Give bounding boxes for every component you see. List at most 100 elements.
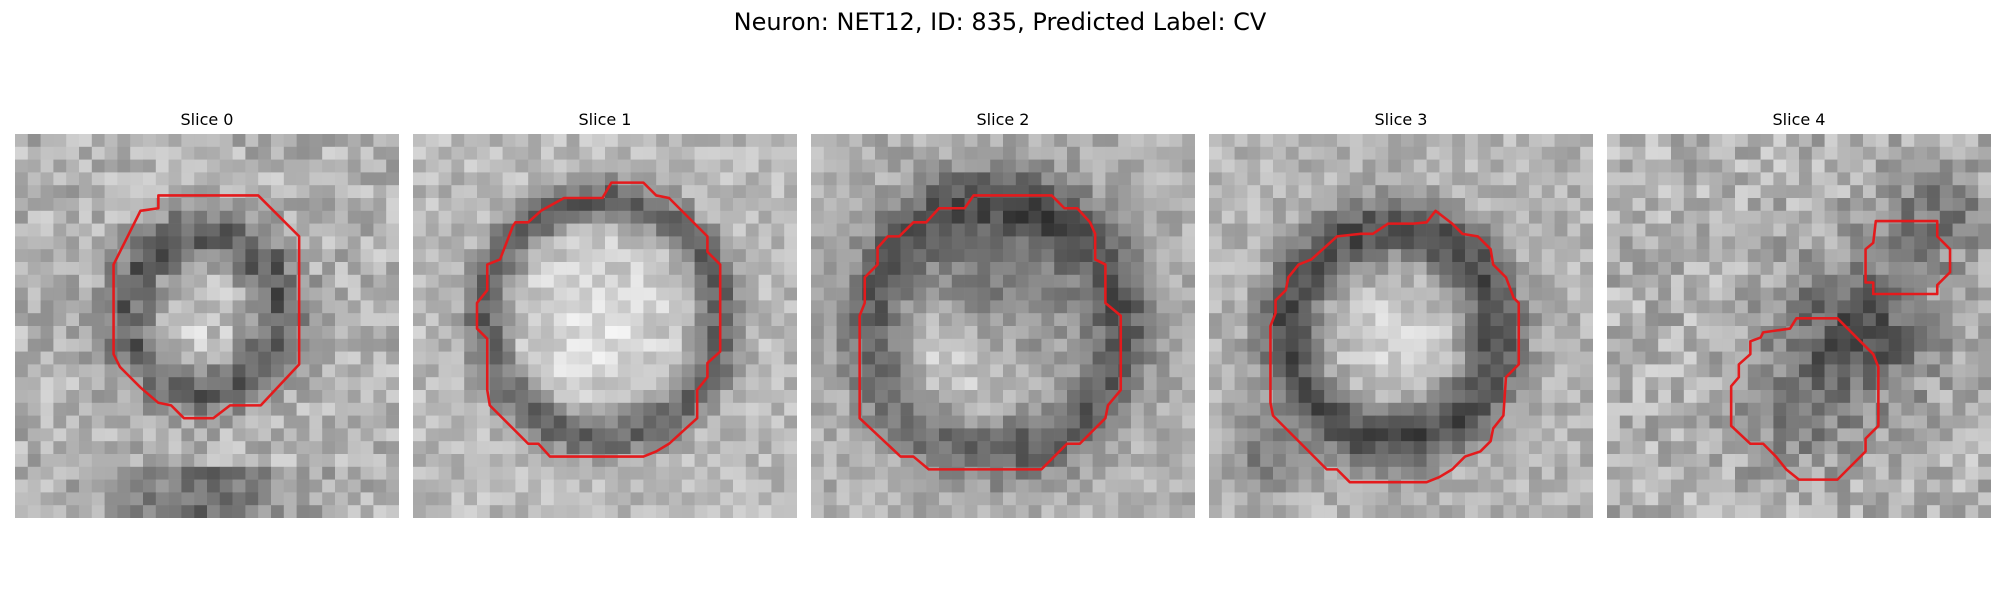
image-pixel xyxy=(1580,146,1593,160)
image-pixel xyxy=(913,249,927,263)
image-pixel xyxy=(219,249,233,263)
image-pixel xyxy=(643,134,657,148)
image-pixel xyxy=(811,236,825,250)
image-pixel xyxy=(373,466,387,480)
image-pixel xyxy=(1169,198,1183,212)
image-pixel xyxy=(733,377,747,391)
image-pixel xyxy=(347,402,361,416)
image-pixel xyxy=(1927,134,1941,148)
image-pixel xyxy=(1324,364,1338,378)
image-pixel xyxy=(1337,377,1351,391)
image-pixel xyxy=(271,210,285,224)
image-pixel xyxy=(130,300,144,314)
image-pixel xyxy=(438,134,452,148)
image-pixel xyxy=(1516,402,1530,416)
image-pixel xyxy=(1234,338,1248,352)
image-pixel xyxy=(1529,441,1543,455)
image-pixel xyxy=(1477,454,1491,468)
image-pixel xyxy=(335,351,349,365)
image-pixel xyxy=(91,326,105,340)
image-pixel xyxy=(1760,402,1774,416)
image-pixel xyxy=(309,210,323,224)
image-pixel xyxy=(1658,441,1672,455)
image-pixel xyxy=(951,377,965,391)
image-pixel xyxy=(1273,134,1287,148)
image-pixel xyxy=(784,287,797,301)
image-pixel xyxy=(515,159,529,173)
image-pixel xyxy=(875,287,889,301)
image-pixel xyxy=(1260,159,1274,173)
image-pixel xyxy=(1735,210,1749,224)
image-pixel xyxy=(1324,338,1338,352)
image-pixel xyxy=(875,492,889,506)
image-pixel xyxy=(1927,492,1941,506)
image-pixel xyxy=(515,338,529,352)
image-pixel xyxy=(1529,377,1543,391)
image-pixel xyxy=(1850,505,1864,518)
image-pixel xyxy=(1375,210,1389,224)
image-pixel xyxy=(1529,210,1543,224)
image-pixel xyxy=(347,274,361,288)
image-pixel xyxy=(360,223,374,237)
image-pixel xyxy=(40,146,54,160)
image-pixel xyxy=(155,441,169,455)
image-pixel xyxy=(694,274,708,288)
image-pixel xyxy=(1221,338,1235,352)
image-pixel xyxy=(605,134,619,148)
image-pixel xyxy=(745,146,759,160)
image-pixel xyxy=(1337,466,1351,480)
slice-image xyxy=(15,134,399,518)
image-pixel xyxy=(900,159,914,173)
image-pixel xyxy=(117,287,131,301)
image-pixel xyxy=(1914,223,1928,237)
image-pixel xyxy=(1054,492,1068,506)
image-pixel xyxy=(913,441,927,455)
image-pixel xyxy=(438,338,452,352)
image-pixel xyxy=(1760,249,1774,263)
image-pixel xyxy=(1658,249,1672,263)
image-pixel xyxy=(771,223,785,237)
image-pixel xyxy=(1888,249,1902,263)
image-pixel xyxy=(707,415,721,429)
image-pixel xyxy=(1401,159,1415,173)
image-pixel xyxy=(232,313,246,327)
image-pixel xyxy=(1105,210,1119,224)
image-pixel xyxy=(1824,262,1838,276)
image-pixel xyxy=(823,479,837,493)
image-pixel xyxy=(425,326,439,340)
image-pixel xyxy=(1773,390,1787,404)
image-pixel xyxy=(40,326,54,340)
image-pixel xyxy=(1118,249,1132,263)
image-pixel xyxy=(1978,313,1991,327)
image-pixel xyxy=(1118,441,1132,455)
image-pixel xyxy=(977,172,991,186)
image-pixel xyxy=(1143,300,1157,314)
image-pixel xyxy=(617,402,631,416)
image-pixel xyxy=(79,505,93,518)
image-pixel xyxy=(1413,134,1427,148)
image-pixel xyxy=(309,300,323,314)
image-pixel xyxy=(1349,326,1363,340)
image-pixel xyxy=(566,338,580,352)
image-pixel xyxy=(720,415,734,429)
image-pixel xyxy=(1914,185,1928,199)
image-pixel xyxy=(1311,415,1325,429)
image-pixel xyxy=(1362,236,1376,250)
image-pixel xyxy=(515,492,529,506)
image-pixel xyxy=(27,377,41,391)
image-pixel xyxy=(1490,146,1504,160)
image-pixel xyxy=(1645,134,1659,148)
image-pixel xyxy=(720,249,734,263)
image-pixel xyxy=(990,479,1004,493)
image-pixel xyxy=(373,390,387,404)
image-pixel xyxy=(1028,198,1042,212)
image-pixel xyxy=(1580,505,1593,518)
image-pixel xyxy=(1079,313,1093,327)
image-pixel xyxy=(887,390,901,404)
image-pixel xyxy=(232,223,246,237)
image-pixel xyxy=(1529,172,1543,186)
image-pixel xyxy=(143,249,157,263)
image-pixel xyxy=(1541,390,1555,404)
image-pixel xyxy=(990,454,1004,468)
image-pixel xyxy=(1452,236,1466,250)
